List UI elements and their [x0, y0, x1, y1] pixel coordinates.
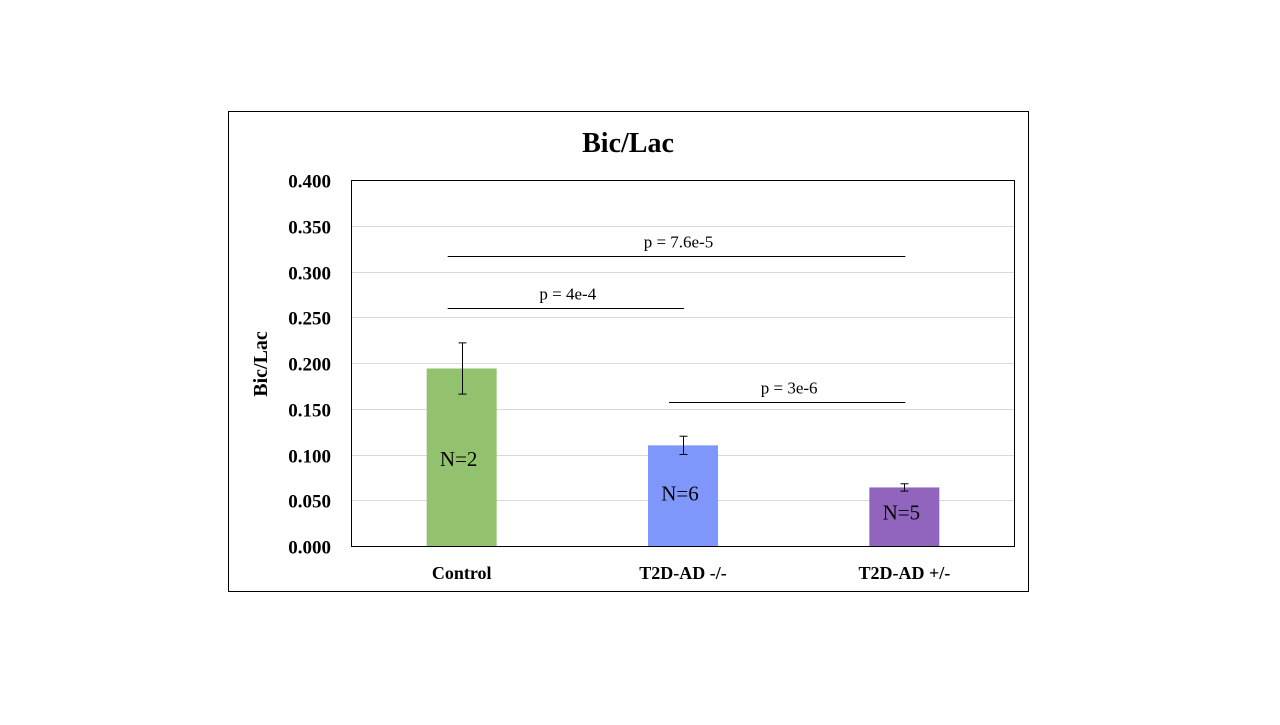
bar-2: [648, 445, 718, 546]
chart-title: Bic/Lac: [582, 128, 674, 159]
n-labels: N=2 N=6 N=5: [440, 447, 920, 525]
significance-bracket-2: p = 4e-4: [447, 285, 684, 309]
error-bar-3: [900, 483, 909, 492]
p-value-label: p = 3e-6: [761, 379, 818, 398]
error-bar-2: [679, 435, 688, 455]
significance-annotations: p = 7.6e-5 p = 4e-4 p = 3e-6: [447, 233, 906, 403]
n-label: N=6: [661, 482, 699, 506]
y-axis-ticks: 0.000 0.050 0.100 0.150 0.200 0.250 0.300 0.350…: [288, 172, 331, 559]
y-tick-label: 0.150: [288, 401, 331, 422]
bar-1: [426, 368, 497, 546]
p-value-label: p = 7.6e-5: [644, 233, 714, 252]
x-tick-label: T2D-AD +/-: [858, 563, 950, 583]
plot-area-border: [351, 180, 1015, 547]
y-tick-label: 0.400: [288, 172, 331, 193]
x-axis-ticks: Control T2D-AD -/- T2D-AD +/-: [432, 563, 950, 583]
error-bar-1: [458, 342, 467, 395]
y-tick-label: 0.350: [288, 218, 331, 239]
n-label: N=5: [883, 501, 921, 525]
y-tick-label: 0.100: [288, 447, 331, 468]
n-label: N=2: [440, 447, 478, 471]
y-tick-label: 0.250: [288, 309, 331, 330]
y-axis-label: Bic/Lac: [250, 331, 272, 397]
error-bars: [458, 342, 909, 492]
p-value-label: p = 4e-4: [539, 285, 596, 304]
bar-3: [869, 487, 940, 546]
significance-bracket-1: p = 7.6e-5: [447, 233, 906, 257]
x-tick-label: Control: [432, 563, 492, 583]
bars: [426, 368, 940, 546]
y-tick-label: 0.000: [288, 538, 331, 559]
y-tick-label: 0.300: [288, 264, 331, 285]
x-tick-label: T2D-AD -/-: [639, 563, 727, 583]
significance-bracket-3: p = 3e-6: [669, 379, 906, 403]
y-tick-label: 0.200: [288, 355, 331, 376]
y-tick-label: 0.050: [288, 492, 331, 513]
